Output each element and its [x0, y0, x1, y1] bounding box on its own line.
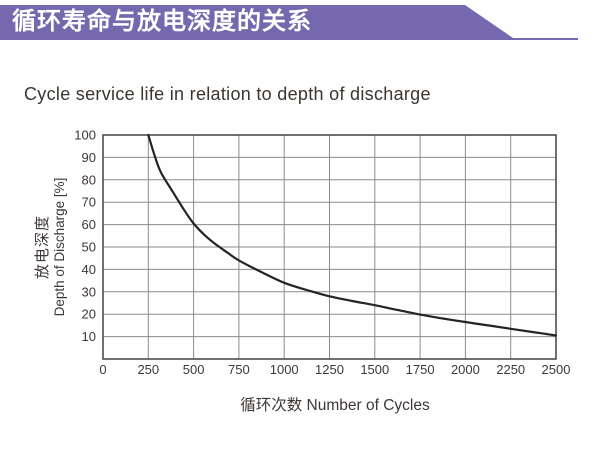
x-tick-label: 2250 — [496, 362, 525, 377]
cycle-life-curve — [147, 133, 558, 337]
x-tick-label: 500 — [183, 362, 205, 377]
y-tick-label: 60 — [82, 217, 96, 232]
banner-underline — [0, 38, 578, 40]
y-tick-label: 80 — [82, 172, 96, 187]
x-tick-label: 250 — [137, 362, 159, 377]
y-tick-label: 50 — [82, 240, 96, 255]
x-tick-label: 1250 — [315, 362, 344, 377]
y-axis-title-cn: 放电深度 — [34, 215, 51, 279]
x-axis-title: 循环次数 Number of Cycles — [240, 396, 430, 414]
y-tick-label: 30 — [82, 284, 96, 299]
x-tick-label: 750 — [228, 362, 250, 377]
y-tick-label: 70 — [82, 195, 96, 210]
x-tick-label: 2000 — [451, 362, 480, 377]
chart-title: Cycle service life in relation to depth … — [24, 84, 431, 104]
section-header-banner: 循环寿命与放电深度的关系 — [0, 5, 513, 38]
plot-border — [102, 134, 557, 360]
banner-title: 循环寿命与放电深度的关系 — [12, 8, 312, 35]
y-tick-label: 20 — [82, 307, 96, 322]
x-tick-label: 1500 — [360, 362, 389, 377]
x-tick-label: 1000 — [270, 362, 299, 377]
x-tick-label: 1750 — [406, 362, 435, 377]
x-tick-label: 0 — [99, 362, 106, 377]
y-tick-label: 10 — [82, 329, 96, 344]
y-tick-label: 40 — [82, 262, 96, 277]
y-tick-label: 100 — [74, 128, 96, 143]
x-tick-label: 2500 — [542, 362, 571, 377]
y-tick-label: 90 — [82, 150, 96, 165]
y-axis-title-en: Depth of Discharge [%] — [52, 178, 67, 317]
